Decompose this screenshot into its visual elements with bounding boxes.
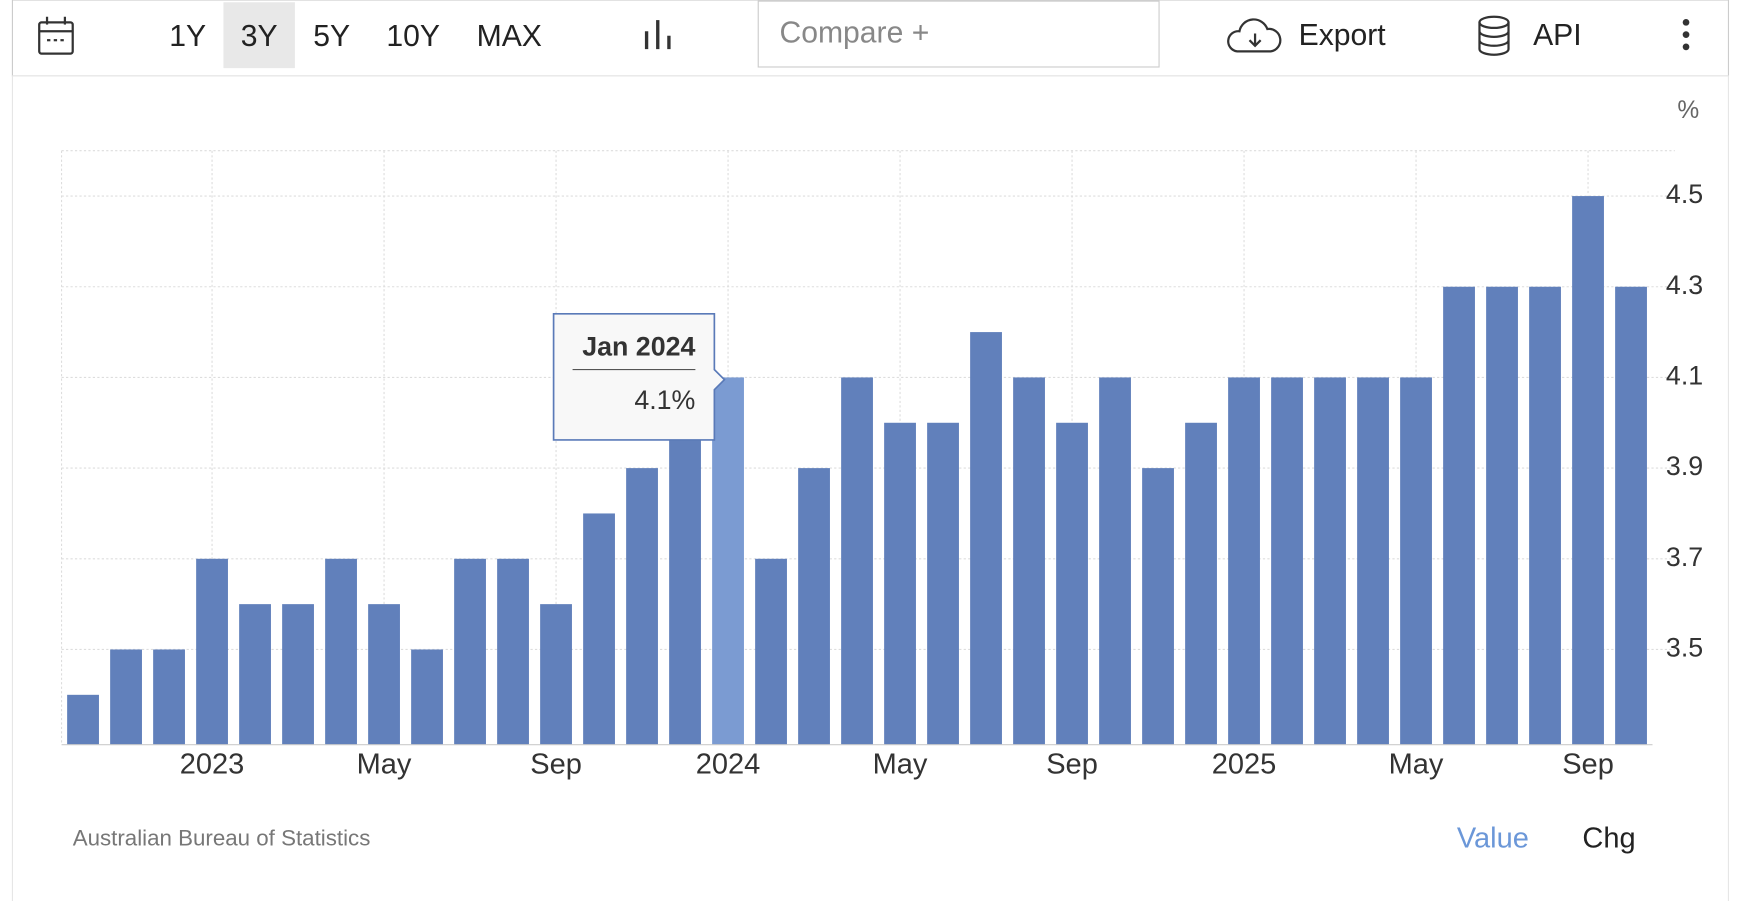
bar[interactable] xyxy=(454,558,486,745)
footer-tab[interactable]: Chg xyxy=(1582,822,1635,854)
bar[interactable] xyxy=(239,604,271,745)
bar[interactable] xyxy=(153,649,185,745)
bar[interactable] xyxy=(1357,377,1389,745)
range-button[interactable]: MAX xyxy=(477,20,542,53)
x-tick-label: Sep xyxy=(1562,749,1614,781)
bar[interactable] xyxy=(1529,286,1561,745)
bar[interactable] xyxy=(626,468,658,745)
tooltip-title: Jan 2024 xyxy=(582,331,695,361)
bar[interactable] xyxy=(1099,377,1131,745)
range-button[interactable]: 3Y xyxy=(241,20,278,53)
bar[interactable] xyxy=(368,604,400,745)
y-tick-label: 4.5 xyxy=(1666,179,1703,209)
range-active-bg xyxy=(223,2,295,69)
x-tick-label: 2023 xyxy=(180,749,245,781)
bar[interactable] xyxy=(196,558,228,745)
tooltip-box xyxy=(552,312,726,441)
bar[interactable] xyxy=(1185,422,1217,745)
y-tick-label: 3.5 xyxy=(1666,633,1703,663)
export-label[interactable]: Export xyxy=(1299,19,1387,52)
y-tick-label: 3.9 xyxy=(1666,451,1703,481)
y-tick-label: 4.1 xyxy=(1666,361,1703,391)
api-button[interactable]: API xyxy=(1478,15,1582,56)
bar[interactable] xyxy=(411,649,443,745)
bar[interactable] xyxy=(540,604,572,745)
bar[interactable] xyxy=(282,604,314,745)
unit-label: % xyxy=(1677,97,1699,124)
y-tick-label: 4.3 xyxy=(1666,270,1703,300)
tooltip-value: 4.1% xyxy=(634,385,695,415)
x-tick-label: May xyxy=(1389,749,1444,781)
bar[interactable] xyxy=(497,558,529,745)
api-label[interactable]: API xyxy=(1533,19,1582,52)
bar[interactable] xyxy=(1314,377,1346,745)
footer-tab[interactable]: Value xyxy=(1457,822,1529,854)
bar[interactable] xyxy=(1056,422,1088,745)
bar[interactable] xyxy=(1486,286,1518,745)
bar[interactable] xyxy=(110,649,142,745)
bar[interactable] xyxy=(712,377,744,745)
calendar-icon[interactable] xyxy=(38,16,74,55)
bar[interactable] xyxy=(927,422,959,745)
x-tick-label: Sep xyxy=(1046,749,1098,781)
bar[interactable] xyxy=(1271,377,1303,745)
bar[interactable] xyxy=(1142,468,1174,745)
y-tick-label: 3.7 xyxy=(1666,542,1703,572)
bar[interactable] xyxy=(1013,377,1045,745)
range-button[interactable]: 5Y xyxy=(313,20,350,53)
bar[interactable] xyxy=(67,694,99,745)
compare-placeholder[interactable]: Compare + xyxy=(779,17,929,50)
bar[interactable] xyxy=(884,422,916,745)
bar[interactable] xyxy=(1228,377,1260,745)
x-tick-label: 2024 xyxy=(696,749,761,781)
bar[interactable] xyxy=(1572,196,1604,745)
bar[interactable] xyxy=(669,422,701,745)
bar[interactable] xyxy=(798,468,830,745)
bar[interactable] xyxy=(841,377,873,745)
bar[interactable] xyxy=(755,558,787,745)
range-button[interactable]: 1Y xyxy=(169,20,206,53)
x-tick-label: Sep xyxy=(530,749,582,781)
source: Australian Bureau of Statistics xyxy=(73,825,371,850)
bar[interactable] xyxy=(1400,377,1432,745)
bar[interactable] xyxy=(970,332,1002,745)
x-tick-label: 2025 xyxy=(1212,749,1277,781)
chart-type-icon[interactable] xyxy=(644,20,671,50)
x-tick-label: May xyxy=(357,749,412,781)
bar[interactable] xyxy=(583,513,615,745)
bar[interactable] xyxy=(325,558,357,745)
compare-input[interactable] xyxy=(757,0,1160,68)
range-button[interactable]: 10Y xyxy=(386,20,440,53)
bar[interactable] xyxy=(1443,286,1475,745)
export-button[interactable]: Export xyxy=(1227,18,1387,53)
bar[interactable] xyxy=(1615,286,1647,745)
more-menu[interactable] xyxy=(1682,18,1690,51)
x-tick-label: May xyxy=(873,749,928,781)
